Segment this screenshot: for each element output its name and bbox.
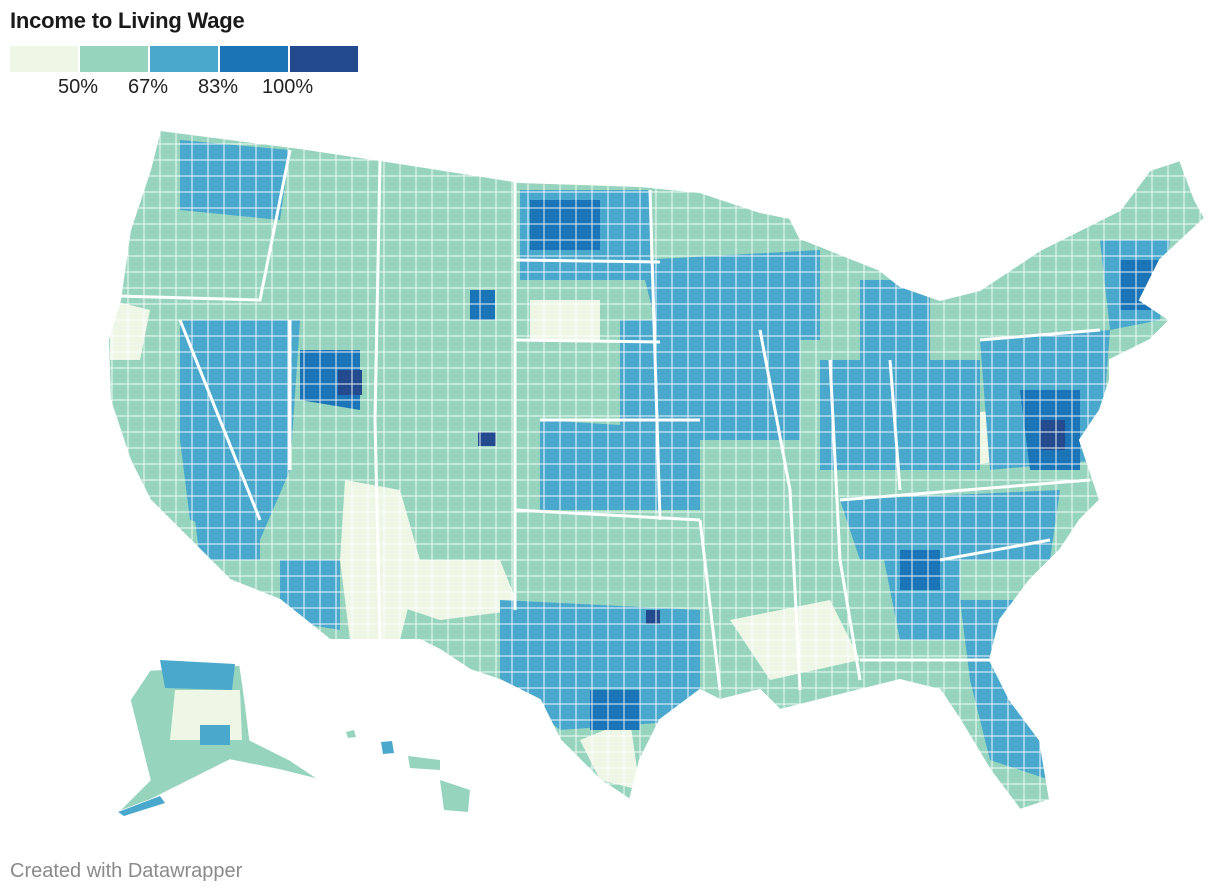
alaska — [117, 660, 321, 816]
legend-swatch-2 — [80, 46, 148, 72]
hawaii-big-island — [440, 780, 470, 812]
state-border-tn-nc — [839, 478, 1091, 502]
color-legend: 50% 67% 83% 100% — [10, 46, 370, 106]
legend-swatches — [10, 46, 370, 72]
state-border-ar-la — [698, 519, 722, 691]
footer-credit: Created with Datawrapper — [10, 860, 243, 882]
state-border-ga-sc — [939, 538, 1051, 562]
state-border-in-al — [828, 359, 862, 681]
legend-label-67: 67% — [128, 76, 169, 98]
state-border-ks-ok — [514, 508, 701, 522]
state-border-ca-nv — [178, 319, 262, 521]
legend-swatch-3 — [150, 46, 218, 72]
chart-title: Income to Living Wage — [10, 8, 245, 33]
state-border-sd-ne — [514, 338, 661, 344]
state-borders — [119, 149, 1101, 691]
legend-label-50: 50% — [58, 76, 99, 98]
state-border-oh — [888, 359, 902, 491]
alaska-anchorage — [200, 725, 230, 745]
alaska-aleutians — [118, 796, 165, 816]
hawaii-maui — [408, 756, 440, 770]
legend-label-100: 100% — [262, 76, 314, 98]
hawaii-kauai — [346, 730, 356, 738]
state-border-pa-ny — [979, 328, 1101, 342]
legend-swatch-4 — [220, 46, 288, 72]
legend-swatch-5 — [290, 46, 358, 72]
legend-label-83: 83% — [198, 76, 239, 98]
county-regions — [108, 130, 1205, 810]
county-borders — [108, 130, 1205, 810]
state-border-dakotas — [514, 258, 661, 264]
state-border-or — [119, 149, 292, 302]
alaska-north-slope — [160, 660, 235, 690]
state-border-mn-ia-mo — [648, 189, 662, 521]
state-border-mississippi — [758, 329, 802, 691]
contiguous-us — [107, 129, 1206, 811]
hawaii-oahu — [381, 741, 394, 754]
hawaii — [346, 730, 470, 812]
state-border-mountain — [373, 159, 382, 641]
legend-swatch-1 — [10, 46, 78, 72]
